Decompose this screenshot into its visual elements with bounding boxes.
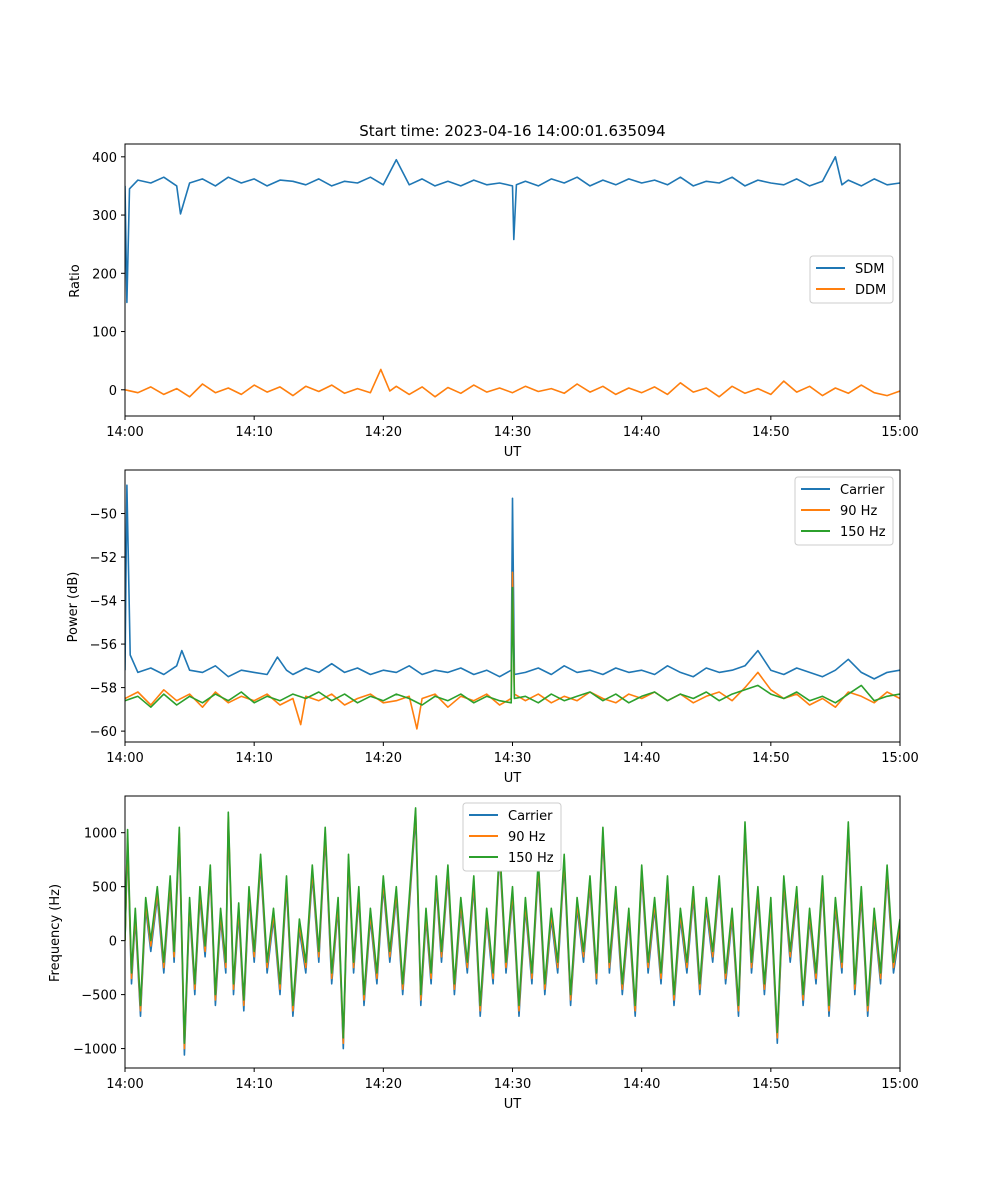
x-tick-label: 14:20 [365, 425, 402, 440]
legend-label-ddm: DDM [855, 283, 886, 298]
legend: SDM DDM [809, 255, 894, 304]
x-tick-label: 14:20 [365, 751, 402, 766]
x-tick-label: 15:00 [881, 1077, 918, 1092]
x-tick-label: 14:30 [494, 751, 531, 766]
y-tick-label: −50 [90, 508, 117, 523]
ratio-panel: Start time: 2023-04-16 14:00:01.635094 1… [68, 122, 919, 460]
x-tick-label: 14:00 [106, 1077, 143, 1092]
series-line-150hz [125, 586, 900, 708]
legend-box [794, 476, 894, 546]
x-tick-label: 14:50 [752, 1077, 789, 1092]
power-plot-area: 14:00 14:10 14:20 14:30 14:40 14:50 15:00 −60 −5… [90, 469, 919, 766]
x-tick-label: 14:10 [235, 1077, 272, 1092]
chart-title: Start time: 2023-04-16 14:00:01.635094 [359, 122, 665, 140]
y-tick-label: 500 [92, 881, 117, 896]
series-line-sdm [125, 156, 900, 304]
y-tick-label: 200 [92, 267, 117, 282]
y-tick-label: −58 [90, 682, 117, 697]
x-tick-label: 14:40 [623, 425, 660, 440]
x-tick-label: 15:00 [881, 751, 918, 766]
y-tick-label: 300 [92, 209, 117, 224]
y-tick-label: −52 [90, 551, 117, 566]
legend-label-sdm: SDM [855, 262, 884, 277]
x-tick-label: 14:10 [235, 425, 272, 440]
x-tick-label: 14:00 [106, 425, 143, 440]
y-tick-label: −500 [81, 989, 117, 1004]
legend-label-carrier: Carrier [840, 483, 885, 498]
legend-label-150hz: 150 Hz [508, 851, 554, 866]
x-tick-label: 15:00 [881, 425, 918, 440]
y-tick-label: 100 [92, 326, 117, 341]
legend: Carrier 90 Hz 150 Hz [462, 802, 562, 872]
legend-box [462, 802, 562, 872]
legend-label-carrier: Carrier [508, 809, 553, 824]
y-axis-label: Power (dB) [66, 572, 81, 643]
y-axis-label: Ratio [68, 264, 83, 297]
x-tick-label: 14:30 [494, 1077, 531, 1092]
x-tick-label: 14:20 [365, 1077, 402, 1092]
frequency-plot-area: 14:00 14:10 14:20 14:30 14:40 14:50 15:00 −1000… [73, 795, 919, 1092]
x-tick-label: 14:40 [623, 1077, 660, 1092]
legend-label-90hz: 90 Hz [508, 830, 545, 845]
x-axis-label: UT [504, 771, 522, 786]
y-tick-label: 1000 [84, 827, 117, 842]
x-tick-label: 14:00 [106, 751, 143, 766]
x-tick-label: 14:30 [494, 425, 531, 440]
y-tick-label: −56 [90, 638, 117, 653]
series-line-ddm [125, 368, 900, 398]
legend-label-90hz: 90 Hz [840, 504, 877, 519]
y-tick-label: 0 [109, 935, 117, 950]
x-tick-label: 14:10 [235, 751, 272, 766]
x-axis-label: UT [504, 1097, 522, 1112]
x-tick-label: 14:50 [752, 751, 789, 766]
x-axis-label: UT [504, 445, 522, 460]
y-tick-label: 0 [109, 384, 117, 399]
frequency-panel: 14:00 14:10 14:20 14:30 14:40 14:50 15:00 −1000… [48, 795, 919, 1112]
x-tick-label: 14:40 [623, 751, 660, 766]
x-tick-label: 14:50 [752, 425, 789, 440]
y-tick-label: −60 [90, 725, 117, 740]
power-panel: 14:00 14:10 14:20 14:30 14:40 14:50 15:00 −60 −5… [66, 469, 919, 786]
legend: Carrier 90 Hz 150 Hz [794, 476, 894, 546]
series-line-carrier [125, 484, 900, 680]
series-line-150hz [125, 807, 900, 1044]
y-tick-label: −54 [90, 595, 117, 610]
ratio-plot-area: 14:00 14:10 14:20 14:30 14:40 14:50 15:00 0 100 2… [92, 143, 919, 440]
y-tick-label: 400 [92, 151, 117, 166]
legend-label-150hz: 150 Hz [840, 525, 886, 540]
y-tick-label: −1000 [73, 1043, 117, 1058]
y-axis-label: Frequency (Hz) [48, 884, 63, 982]
